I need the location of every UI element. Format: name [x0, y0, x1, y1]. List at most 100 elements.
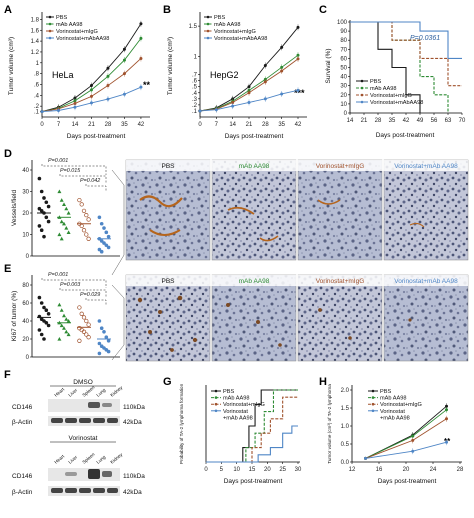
data-point — [97, 351, 102, 356]
panel-e-scatter: Ki67 of tumor (%) P=0.001 P=0.003 P=0.02… — [11, 272, 125, 361]
data-point — [42, 234, 46, 239]
data-point — [198, 109, 202, 113]
panel-letter-e: E — [4, 263, 11, 275]
data-point — [102, 241, 106, 245]
x-tick-label: 14 — [347, 118, 354, 124]
data-point — [37, 206, 42, 211]
legend-label: PBS — [214, 15, 225, 21]
x-tick-label: 28 — [105, 122, 112, 128]
legend-marker — [48, 29, 52, 33]
y-tick-label: .7 — [192, 73, 198, 79]
vessel-stain — [259, 235, 279, 242]
band-label-actin: β-Actin — [12, 419, 33, 426]
data-point — [64, 206, 69, 211]
legend-label: +mAb AA98 — [223, 415, 253, 421]
y-axis-label: Tumor volume (cm³) — [8, 37, 15, 95]
x-axis-label: Days post-treatment — [376, 132, 435, 139]
vessel-stain — [317, 199, 341, 205]
bracket-3 — [85, 298, 107, 306]
x-tick-label: 49 — [417, 118, 424, 124]
dmso-title: DMSO — [73, 379, 93, 386]
y-axis-label: Probability of TA-2 lymphoma formation — [179, 383, 184, 464]
band — [88, 469, 100, 479]
legend-marker — [214, 409, 218, 413]
band — [51, 488, 63, 493]
y-tick-label: 20 — [22, 211, 29, 217]
band — [51, 418, 63, 423]
data-point — [62, 221, 66, 226]
significance-mark: ** — [143, 80, 151, 90]
data-point — [77, 197, 82, 203]
y-axis-label: Ki67 of tumor (%) — [11, 291, 18, 342]
micro-label-vorinostat-migg: Vorinostat+mIgG — [316, 278, 365, 285]
data-point — [39, 209, 44, 213]
data-point — [86, 236, 91, 241]
lane-labels: Heart Liver Spleen Lung Kidney — [53, 451, 124, 464]
data-point — [364, 456, 367, 460]
label-strip — [126, 275, 468, 286]
p-value-3: P=0.029 — [80, 292, 100, 298]
panel-letter-h: H — [319, 376, 327, 388]
zoom-connector — [111, 169, 125, 276]
y-axis-label: Survival (%) — [325, 48, 332, 83]
data-point — [46, 323, 51, 328]
data-point — [66, 319, 71, 323]
data-point — [97, 215, 102, 220]
vorinostat-title: Vorinostat — [69, 435, 98, 442]
y-tick-label: 80 — [22, 283, 29, 289]
micrograph-mab — [211, 274, 297, 362]
legend-marker — [371, 396, 375, 399]
band — [107, 488, 118, 493]
legend-label: PBS — [56, 15, 67, 21]
p-value-3: P=0.042 — [80, 178, 100, 184]
micro-label-combo: Vorinostat+mAb AA98 — [394, 163, 458, 170]
lane-label: Heart — [53, 386, 65, 398]
y-tick-label: 1.0 — [341, 424, 350, 430]
x-tick-label: 20 — [264, 467, 271, 473]
data-point — [37, 224, 42, 228]
vessel-stain — [139, 195, 183, 208]
data-point — [42, 337, 46, 341]
y-tick-label: 80 — [340, 38, 347, 44]
panel-letter-a: A — [4, 4, 12, 16]
legend-marker — [371, 389, 375, 393]
x-tick-label: 21 — [246, 122, 253, 128]
bracket-2 — [59, 288, 107, 297]
data-point — [86, 335, 91, 340]
p-value-2: P=0.015 — [60, 168, 81, 174]
data-point — [77, 338, 82, 343]
data-point — [46, 219, 51, 224]
x-tick-label: 30 — [295, 467, 302, 473]
data-point — [62, 326, 66, 330]
legend-marker — [206, 36, 210, 40]
data-point — [106, 349, 111, 354]
data-point — [106, 234, 111, 239]
data-point — [84, 212, 89, 218]
y-tick-label: .4 — [34, 93, 40, 99]
y-tick-label: .6 — [192, 79, 198, 85]
y-tick-label: 0 — [26, 355, 30, 361]
y-tick-label: 30 — [22, 190, 29, 196]
legend-label: mAb AA98 — [214, 22, 240, 28]
lane-label: Spleen — [81, 384, 96, 397]
p-value: P=0.0361 — [410, 35, 440, 42]
legend-marker — [206, 29, 210, 33]
y-tick-label: .4 — [192, 91, 198, 97]
data-point — [86, 217, 91, 222]
panel-d-scatter: Vessels/field P=0.001 P=0.015 P=0.042 0 1… — [11, 158, 125, 276]
y-axis-label: Tumor volume (cm³) of TA-2 lymphoma — [327, 384, 332, 464]
data-point — [79, 223, 84, 229]
data-point — [64, 317, 69, 321]
data-point — [84, 332, 89, 337]
x-tick-label: 42 — [403, 118, 410, 124]
y-tick-label: 40 — [22, 168, 29, 174]
y-tick-label: 1.5 — [189, 24, 198, 30]
x-tick-label: 14 — [72, 122, 79, 128]
data-point — [66, 230, 71, 234]
data-point — [99, 221, 104, 226]
x-tick-label: 10 — [233, 467, 240, 473]
band-label-cd146: CD146 — [12, 473, 33, 480]
x-axis-label: Days post-treatment — [67, 133, 126, 140]
y-tick-label: 0 — [26, 254, 30, 260]
